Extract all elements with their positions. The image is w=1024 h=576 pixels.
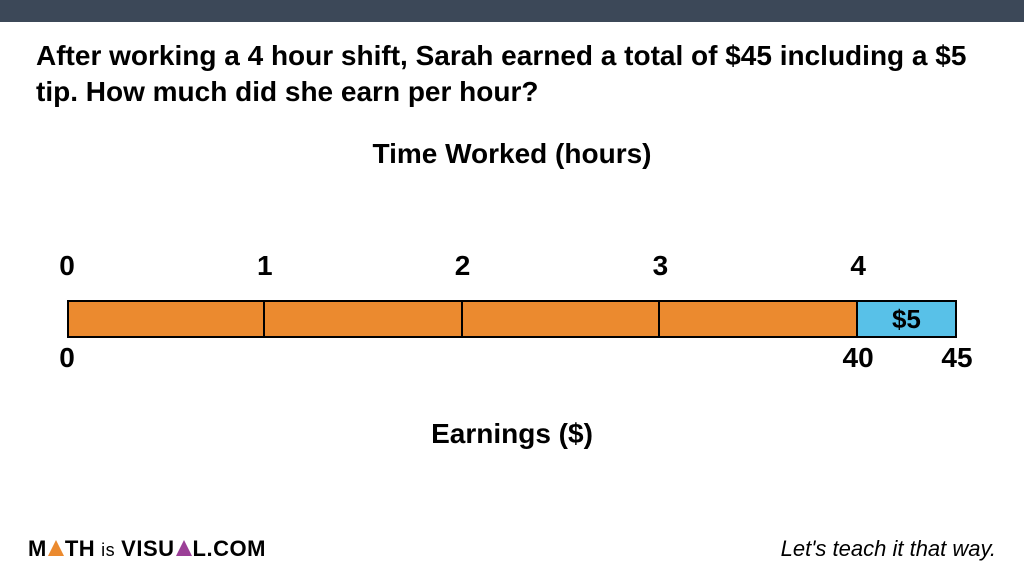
triangle-icon [176, 540, 192, 556]
bar-row: $5 [67, 300, 957, 338]
brand-logo: M TH is VISU L.COM [28, 536, 266, 562]
question-text: After working a 4 hour shift, Sarah earn… [0, 22, 1024, 110]
hour-tick: 0 [59, 250, 75, 282]
tip-segment: $5 [858, 300, 957, 338]
brand-visu: VISU [121, 536, 174, 562]
hour-tick: 3 [653, 250, 669, 282]
hour-segment [463, 300, 661, 338]
earnings-tick: 0 [59, 342, 75, 374]
hour-tick: 2 [455, 250, 471, 282]
hour-segment [67, 300, 265, 338]
top-axis-title: Time Worked (hours) [0, 138, 1024, 170]
brand-th: TH [65, 536, 95, 562]
hour-segment [660, 300, 858, 338]
triangle-icon [48, 540, 64, 556]
bottom-axis-title: Earnings ($) [0, 418, 1024, 450]
brand-m: M [28, 536, 47, 562]
footer: M TH is VISU L.COM Let's teach it that w… [0, 526, 1024, 576]
tagline: Let's teach it that way. [781, 536, 996, 562]
top-bar [0, 0, 1024, 22]
hour-tick: 4 [850, 250, 866, 282]
hour-tick: 1 [257, 250, 273, 282]
brand-lcom: L.COM [193, 536, 266, 562]
hour-segment [265, 300, 463, 338]
brand-is: is [101, 540, 115, 561]
earnings-tick: 40 [843, 342, 874, 374]
earnings-tick: 45 [941, 342, 972, 374]
bar-diagram: 01234$504045 [67, 250, 957, 380]
